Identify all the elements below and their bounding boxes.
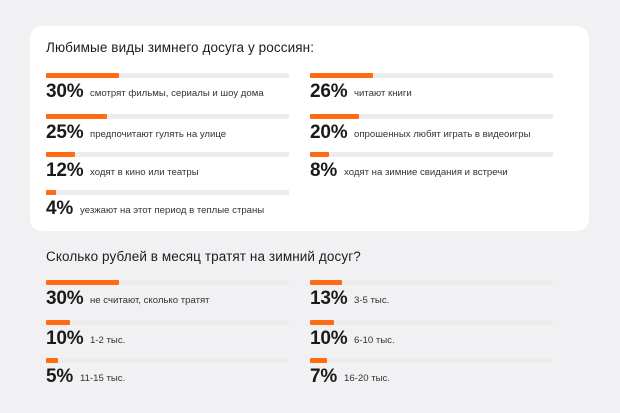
leisure-card [30,26,589,231]
bar-value: 8% [310,160,338,181]
bar-track [46,190,289,195]
bar-fill [310,152,330,157]
bar-fill [310,358,327,363]
bar-label: уезжают на этот период в теплые страны [80,205,265,216]
bar-fill [46,320,71,325]
bar-item: 7% 16-20 тыс. [310,358,553,388]
bar-fill [310,114,359,119]
bar-fill [46,358,59,363]
bar-value: 4% [46,198,74,219]
bar-label: 11-15 тыс. [80,373,126,384]
spending-title: Сколько рублей в месяц тратят на зимний … [46,249,361,264]
bar-track [310,73,553,78]
bar-item: 26% читают книги [310,73,553,103]
bar-label: 6-10 тыс. [354,335,395,346]
bar-label: смотрят фильмы, сериалы и шоу дома [90,88,264,99]
bar-track [310,152,553,157]
bar-item: 25% предпочитают гулять на улице [46,114,289,144]
bar-item: 30% не считают, сколько тратят [46,280,289,310]
bar-label: 16-20 тыс. [344,373,390,384]
bar-item: 13% 3-5 тыс. [310,280,553,310]
bar-fill [46,190,56,195]
bar-track [310,114,553,119]
bar-fill [46,280,119,285]
bar-item: 12% ходят в кино или театры [46,152,289,182]
bar-value: 13% [310,288,348,309]
bar-item: 8% ходят на зимние свидания и встречи [310,152,553,182]
bar-item: 5% 11-15 тыс. [46,358,289,388]
bar-item: 10% 1-2 тыс. [46,320,289,350]
bar-item: 20% опрошенных любят играть в видеоигры [310,114,553,144]
bar-label: опрошенных любят играть в видеоигры [354,129,531,140]
bar-value: 10% [310,328,348,349]
bar-value: 10% [46,328,84,349]
bar-fill [46,114,107,119]
bar-fill [46,73,119,78]
bar-fill [46,152,76,157]
bar-label: не считают, сколько тратят [90,295,210,306]
bar-value: 30% [46,81,84,102]
bar-item: 30% смотрят фильмы, сериалы и шоу дома [46,73,289,103]
bar-label: читают книги [354,88,412,99]
bar-label: предпочитают гулять на улице [90,129,227,140]
bar-track [46,73,289,78]
bar-track [46,114,289,119]
bar-value: 12% [46,160,84,181]
bar-track [46,280,289,285]
bar-track [310,280,553,285]
bar-label: ходят в кино или театры [90,167,199,178]
bar-item: 4% уезжают на этот период в теплые страны [46,190,289,220]
bar-label: 1-2 тыс. [90,335,126,346]
bar-track [46,320,289,325]
bar-value: 5% [46,366,74,387]
bar-value: 26% [310,81,348,102]
bar-label: 3-5 тыс. [354,295,390,306]
bar-label: ходят на зимние свидания и встречи [344,167,508,178]
bar-fill [310,280,342,285]
bar-track [46,358,289,363]
bar-track [310,320,553,325]
bar-fill [310,73,374,78]
bar-track [310,358,553,363]
bar-value: 7% [310,366,338,387]
leisure-title: Любимые виды зимнего досуга у россиян: [46,40,315,55]
bar-value: 25% [46,122,84,143]
bar-value: 30% [46,288,84,309]
bar-value: 20% [310,122,348,143]
bar-fill [310,320,335,325]
bar-track [46,152,289,157]
bar-item: 10% 6-10 тыс. [310,320,553,350]
